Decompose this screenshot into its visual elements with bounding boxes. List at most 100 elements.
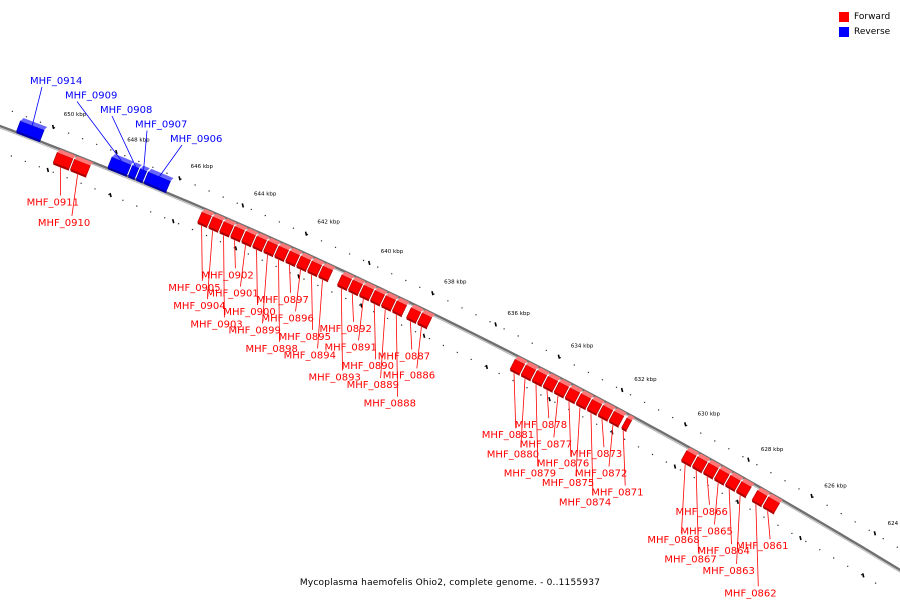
gene-box-shadow xyxy=(348,289,358,297)
gene-label: MHF_0888 xyxy=(364,399,416,410)
track-dot xyxy=(657,409,660,411)
scale-tick xyxy=(297,274,300,279)
gene-box-shadow xyxy=(274,255,285,263)
gene-MHF_0867 xyxy=(692,453,711,474)
track-dot xyxy=(791,532,793,535)
leader-line xyxy=(395,314,399,397)
scale-tick xyxy=(115,149,118,155)
gene-label: MHF_0890 xyxy=(342,361,394,372)
track-dot xyxy=(554,401,556,403)
gene-label: MHF_0892 xyxy=(320,324,372,335)
track-dot xyxy=(359,304,361,306)
track-dot xyxy=(362,259,365,262)
gene-MHF_0893 xyxy=(337,271,355,292)
leader-line xyxy=(409,321,413,350)
track-dot xyxy=(826,504,828,506)
gene-box-top xyxy=(323,262,336,271)
scale-tick xyxy=(109,192,112,198)
track-dot xyxy=(52,171,54,173)
legend-reverse-label: Reverse xyxy=(854,26,891,37)
leader-line xyxy=(728,489,732,545)
track-dot xyxy=(122,199,124,201)
gene-box-shadow xyxy=(392,310,402,318)
gene-box-top xyxy=(614,408,627,417)
track-dot xyxy=(833,557,835,559)
gene-box-shadow xyxy=(318,275,329,283)
track-dot xyxy=(164,217,166,219)
gene-box-top xyxy=(74,156,94,166)
legend-reverse: Reverse xyxy=(839,24,890,39)
track-dot xyxy=(447,300,449,302)
scale-tick-label: 646 kbp xyxy=(191,164,214,170)
legend-forward: Forward xyxy=(839,9,890,24)
gene-label: MHF_0893 xyxy=(309,373,361,384)
gene-label: MHF_0886 xyxy=(383,370,435,381)
leader-line xyxy=(71,174,78,216)
gene-MHF_0898 xyxy=(274,242,292,263)
track-dot xyxy=(484,365,486,368)
track-dot xyxy=(428,337,431,340)
gene-MHF_0871 xyxy=(621,414,635,433)
track-dot xyxy=(601,379,604,381)
track-dot xyxy=(679,469,682,471)
gene-MHF_0873 xyxy=(597,402,616,422)
gene-box-shadow xyxy=(370,300,380,307)
gene-box-top xyxy=(353,276,366,285)
leader-line xyxy=(206,230,213,300)
gene-MHF_0900 xyxy=(252,233,270,253)
legend-forward-label: Forward xyxy=(854,11,891,22)
gene-MHF_0901 xyxy=(241,228,259,248)
forward-swatch xyxy=(839,11,849,22)
gene-MHF_0892 xyxy=(348,276,366,297)
track-dot xyxy=(665,461,668,463)
leader-line xyxy=(546,390,550,419)
gene-label: MHF_0909 xyxy=(65,91,117,102)
leader-line xyxy=(513,373,517,429)
track-dot xyxy=(498,372,500,375)
leader-line xyxy=(31,86,43,126)
gene-box-top xyxy=(515,356,528,365)
gene-box-shadow xyxy=(53,162,69,171)
gene-box-top xyxy=(697,453,711,462)
track-dot xyxy=(784,480,786,482)
track-dot xyxy=(805,540,807,543)
leader-line xyxy=(767,511,771,540)
gene-box-top xyxy=(20,117,48,131)
gene-label: MHF_0898 xyxy=(246,344,298,355)
track-dot xyxy=(191,228,194,231)
gene-MHF_0861 xyxy=(762,493,783,515)
gene-box-shadow xyxy=(406,317,416,325)
track-dot xyxy=(456,351,458,354)
track-dot xyxy=(320,240,323,242)
gene-MHF_0863 xyxy=(736,478,755,499)
gene-box-top xyxy=(268,237,281,246)
track-dot xyxy=(67,132,70,134)
track-dot xyxy=(138,160,140,163)
gene-box-top xyxy=(603,402,616,411)
leader-line xyxy=(143,130,148,170)
gene-box-top xyxy=(686,447,700,456)
track-dot xyxy=(517,335,519,337)
gene-MHF_0895 xyxy=(307,257,325,278)
track-dot xyxy=(108,193,110,196)
track-dot xyxy=(124,155,126,157)
gene-box-top xyxy=(132,162,142,168)
gene-MHF_0905 xyxy=(197,208,215,229)
tick-layer: 650 kbp 648 kbp 646 kbp 644 kbp 642 kbp 640 k… xyxy=(10,110,900,584)
gene-box-top xyxy=(213,213,226,221)
gene-label: MHF_0874 xyxy=(559,497,611,508)
scale-tick-label: 640 kbp xyxy=(381,249,404,255)
gene-MHF_0887 xyxy=(406,304,424,325)
scale-tick-label: 632 kbp xyxy=(634,377,657,383)
label-layer: MHF_0914 MHF_0909 MHF_0908 MHF_0907 MHF_0906… xyxy=(27,76,789,599)
scale-tick xyxy=(620,387,624,393)
gene-MHF_0897 xyxy=(285,247,303,268)
scale-tick-label: 650 kbp xyxy=(64,112,87,118)
track-dot xyxy=(840,512,842,515)
track-dot xyxy=(643,401,646,404)
leader-line xyxy=(681,464,686,534)
gene-box-shadow xyxy=(230,236,241,243)
track-dot xyxy=(770,472,772,474)
gene-box-top xyxy=(312,257,325,266)
scale-tick xyxy=(431,290,434,296)
